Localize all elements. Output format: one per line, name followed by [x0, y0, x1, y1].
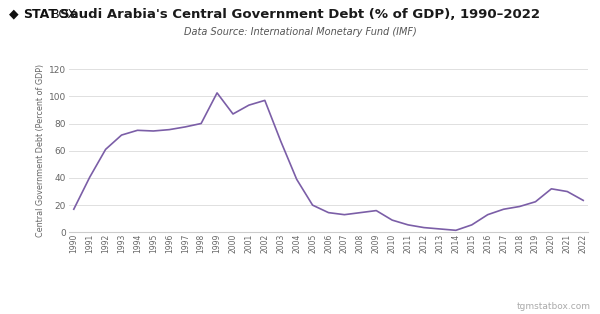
Text: Data Source: International Monetary Fund (IMF): Data Source: International Monetary Fund… — [184, 27, 416, 37]
Text: tgmstatbox.com: tgmstatbox.com — [517, 302, 591, 311]
Y-axis label: Central Government Debt (Percent of GDP): Central Government Debt (Percent of GDP) — [36, 64, 45, 237]
Text: STAT: STAT — [23, 8, 56, 21]
Text: BOX: BOX — [51, 8, 77, 21]
Text: ◆: ◆ — [9, 8, 19, 21]
Text: Saudi Arabia's Central Government Debt (% of GDP), 1990–2022: Saudi Arabia's Central Government Debt (… — [60, 8, 540, 21]
